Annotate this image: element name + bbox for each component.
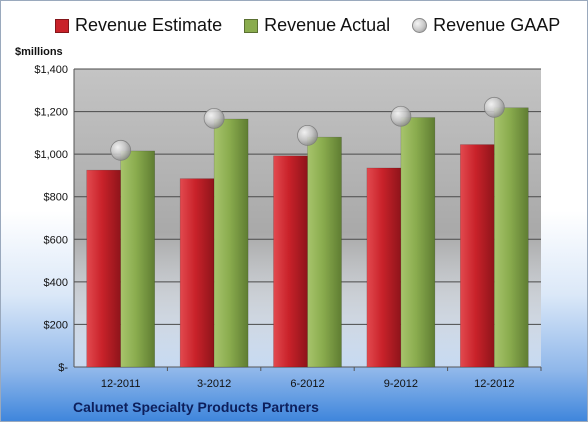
legend-swatch-estimate <box>55 18 69 33</box>
bar-estimate-12-2011 <box>86 169 121 368</box>
y-tick-label: $600 <box>44 234 68 246</box>
x-tick-label: 9-2012 <box>384 378 418 390</box>
marker-gaap-12-2011 <box>110 139 132 161</box>
legend: Revenue Estimate Revenue Actual Revenue … <box>55 15 582 36</box>
legend-item-gaap: Revenue GAAP <box>412 15 560 36</box>
legend-label-gaap: Revenue GAAP <box>433 15 561 35</box>
bar-estimate-12-2012 <box>460 144 495 368</box>
x-tick-label: 6-2012 <box>290 378 324 390</box>
bar-actual-3-2012 <box>213 118 249 368</box>
bar-actual-12-2011 <box>120 150 155 368</box>
x-tick-label: 12-2012 <box>474 378 514 390</box>
company-name: Calumet Specialty Products Partners <box>73 399 319 415</box>
y-tick-label: $800 <box>44 192 68 204</box>
y-tick-label: $400 <box>44 277 68 289</box>
marker-gaap-3-2012 <box>203 107 225 129</box>
legend-label-estimate: Revenue Estimate <box>75 15 223 35</box>
legend-item-estimate: Revenue Estimate <box>55 15 222 36</box>
y-axis-unit-label: $millions <box>15 46 63 58</box>
bar-actual-6-2012 <box>307 136 342 368</box>
bar-actual-12-2012 <box>494 107 529 368</box>
y-tick-label: $1,200 <box>34 107 68 119</box>
marker-gaap-9-2012 <box>390 105 412 127</box>
y-tick-label: $200 <box>44 319 68 331</box>
bar-estimate-3-2012 <box>179 178 215 368</box>
legend-item-actual: Revenue Actual <box>244 15 390 36</box>
y-tick-label: $- <box>58 362 68 374</box>
y-tick-label: $1,000 <box>34 149 68 161</box>
bar-actual-9-2012 <box>400 117 436 368</box>
y-tick-label: $1,400 <box>34 64 68 76</box>
bar-estimate-9-2012 <box>366 167 402 368</box>
bar-estimate-6-2012 <box>273 155 308 368</box>
marker-gaap-6-2012 <box>297 125 318 146</box>
marker-gaap-12-2012 <box>483 96 505 118</box>
legend-label-actual: Revenue Actual <box>264 15 391 35</box>
x-tick-label: 3-2012 <box>197 378 231 390</box>
legend-swatch-actual <box>244 18 259 33</box>
x-tick-label: 12-2011 <box>101 378 141 390</box>
legend-swatch-gaap <box>412 18 428 33</box>
